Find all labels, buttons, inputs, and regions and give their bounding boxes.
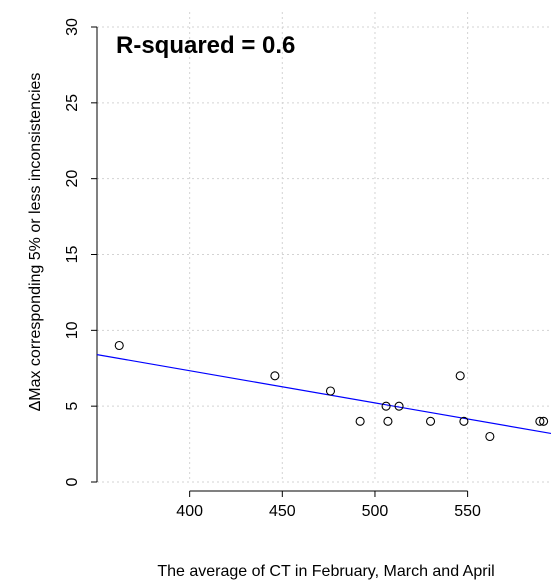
x-tick-label: 500 — [362, 503, 389, 520]
y-tick-label: 0 — [64, 477, 81, 486]
data-point — [459, 416, 469, 426]
y-tick-label: 5 — [64, 402, 81, 411]
data-point — [355, 416, 365, 426]
data-point — [535, 416, 545, 426]
y-tick-label: 10 — [64, 321, 81, 339]
data-point — [325, 386, 336, 396]
x-axis-label: The average of CT in February, March and… — [157, 563, 494, 580]
r-squared-annotation: R-squared = 0.6 — [116, 32, 295, 59]
x-tick-label: 450 — [269, 503, 296, 520]
x-tick-label: 550 — [454, 503, 481, 520]
y-tick-label: 20 — [64, 170, 81, 188]
data-point — [485, 431, 495, 442]
data-point — [114, 340, 124, 351]
y-tick-label: 30 — [64, 18, 81, 36]
regression-line — [96, 354, 551, 435]
grid-lines — [97, 12, 551, 483]
trendline-group — [96, 354, 551, 435]
y-tick-label: 25 — [64, 94, 81, 112]
data-point — [394, 401, 404, 411]
x-tick-label: 400 — [176, 503, 203, 520]
data-point — [383, 416, 393, 426]
data-point — [426, 416, 436, 426]
data-point — [381, 401, 391, 411]
data-point — [270, 371, 280, 381]
y-tick-label: 15 — [64, 246, 81, 264]
data-point — [455, 371, 465, 381]
axes: 0 5 10 15 20 25 30 400 450 500 550 — [64, 18, 481, 520]
y-axis-label: ΔMax corresponding 5% or less inconsiste… — [27, 73, 44, 412]
data-point — [539, 416, 549, 426]
data-points — [114, 340, 549, 442]
